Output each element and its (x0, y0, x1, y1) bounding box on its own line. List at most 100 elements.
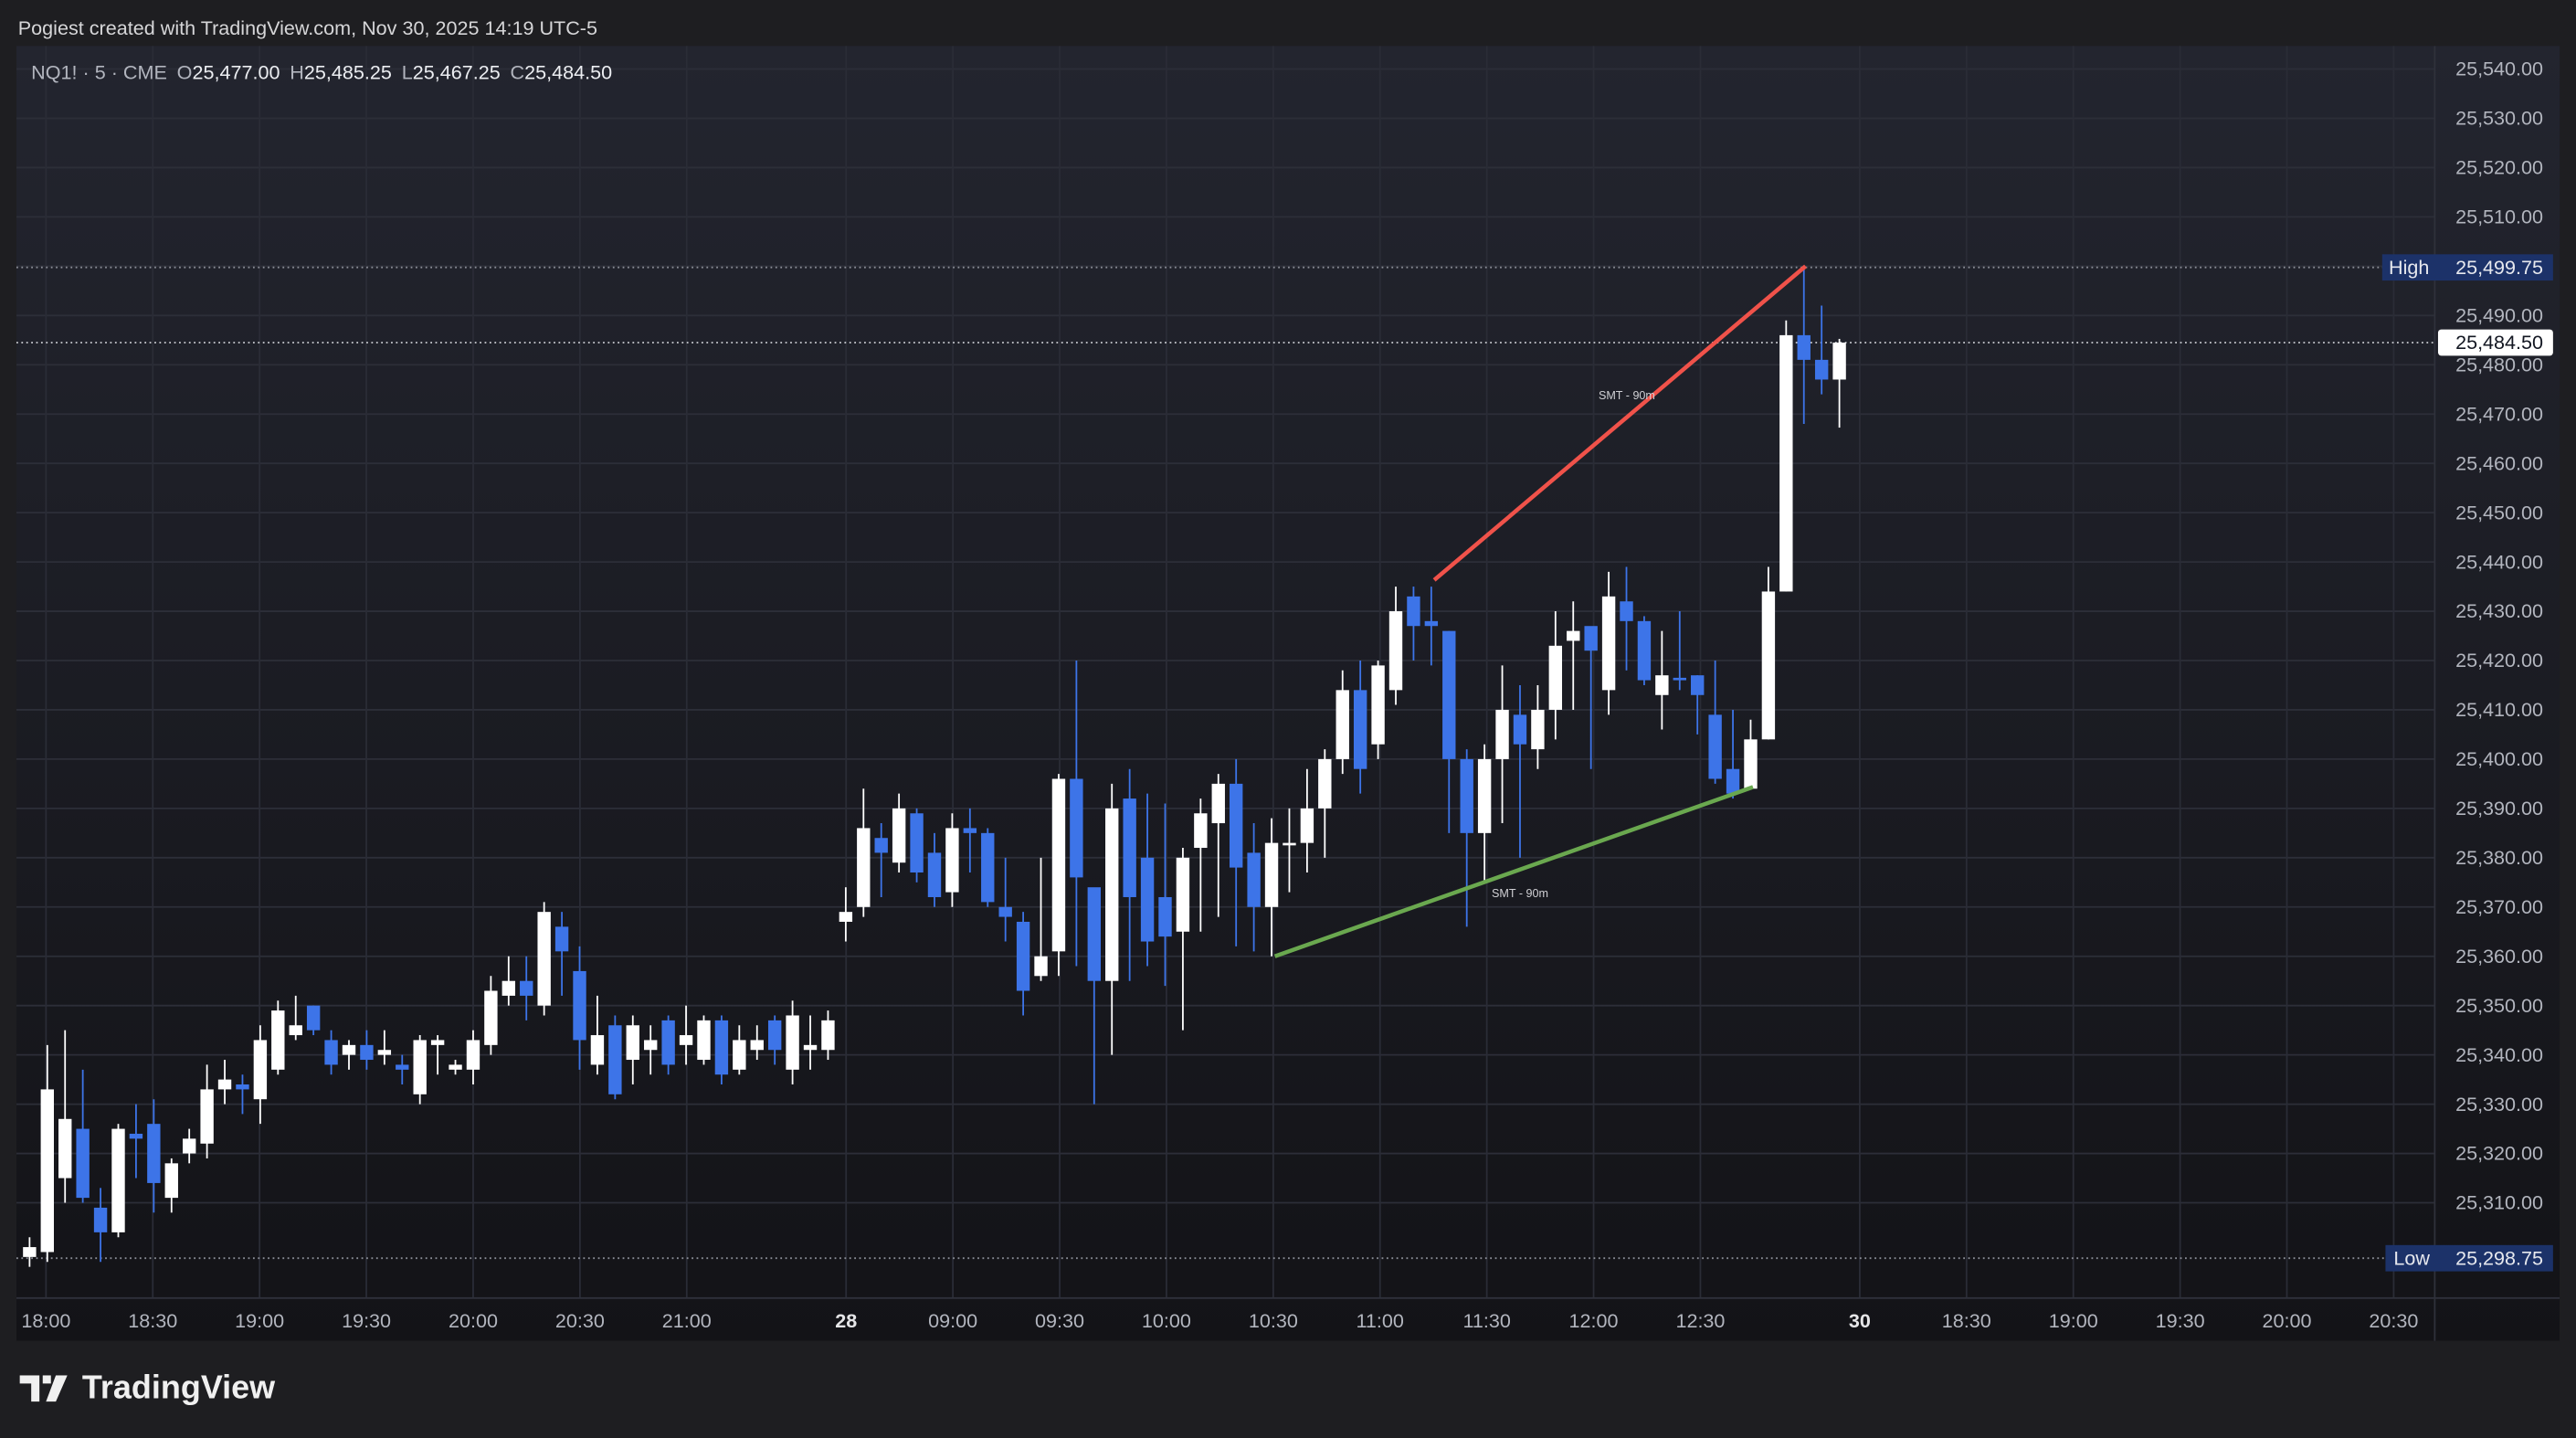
candle-down (1087, 887, 1101, 981)
chart-panel[interactable] (16, 46, 2560, 1341)
candle-down (1513, 714, 1527, 745)
candle-up (857, 828, 871, 907)
high-badge-value: 25,499.75 (2455, 256, 2543, 279)
tradingview-logo-icon (19, 1374, 68, 1401)
candle-up (839, 912, 853, 922)
price-tick-label: 25,390.00 (2455, 797, 2543, 819)
candle-down (1726, 768, 1740, 794)
candle-down (76, 1128, 90, 1199)
candle-up (1194, 813, 1208, 849)
symbol-label[interactable]: NQ1! · 5 · CME (31, 60, 167, 84)
last-price-value: 25,484.50 (2455, 331, 2543, 354)
candle-up (1318, 758, 1332, 809)
price-tick-label: 25,520.00 (2455, 156, 2543, 179)
candle-up (803, 1044, 818, 1051)
candle-up (413, 1040, 427, 1094)
candle-down (927, 852, 942, 897)
candle-up (430, 1040, 445, 1045)
candle-up (1176, 857, 1190, 932)
candle-down (1708, 714, 1722, 779)
price-tick-label: 25,360.00 (2455, 945, 2543, 967)
candle-up (182, 1138, 196, 1154)
candle-down (1424, 620, 1439, 627)
candle-up (466, 1040, 480, 1070)
candle-down (306, 1005, 321, 1031)
candle-up (1779, 334, 1793, 592)
candle-up (750, 1040, 764, 1051)
candle-down (1691, 675, 1705, 695)
candle-down (324, 1040, 338, 1065)
candle-up (537, 912, 551, 1006)
price-tick-label: 25,430.00 (2455, 599, 2543, 622)
candle-down (554, 926, 569, 952)
candle-up (217, 1079, 232, 1090)
price-tick-label: 25,440.00 (2455, 550, 2543, 573)
candle-down (1229, 783, 1243, 868)
candle-up (23, 1247, 37, 1257)
price-tick-label: 25,470.00 (2455, 402, 2543, 425)
time-tick-label: 20:00 (2263, 1309, 2312, 1332)
candle-down (1158, 896, 1172, 937)
candle-up (1477, 758, 1492, 833)
candle-up (449, 1064, 462, 1070)
candle-down (1584, 626, 1598, 651)
price-tick-label: 25,530.00 (2455, 107, 2543, 130)
candle-down (1123, 798, 1136, 897)
time-tick-label: 10:00 (1142, 1309, 1191, 1332)
candle-down (396, 1064, 409, 1070)
candle-up (484, 990, 498, 1045)
candle-down (1016, 921, 1030, 991)
candle-up (200, 1089, 214, 1144)
close-label: C (510, 60, 525, 84)
candle-up (1264, 842, 1279, 907)
candle-down (129, 1133, 143, 1139)
candle-up (1371, 665, 1385, 745)
time-tick-label: 10:30 (1249, 1309, 1298, 1332)
candle-down (1673, 677, 1686, 681)
candle-up (1567, 630, 1580, 641)
close-value: 25,484.50 (524, 60, 613, 84)
candle-down (767, 1020, 782, 1051)
time-tick-label: 18:00 (21, 1309, 70, 1332)
candle-down (661, 1020, 675, 1065)
candle-up (271, 1010, 285, 1070)
candle-up (1832, 342, 1846, 380)
candle-up (697, 1020, 711, 1061)
price-tick-label: 25,510.00 (2455, 206, 2543, 228)
time-tick-label: 21:00 (662, 1309, 712, 1332)
candle-up (1601, 596, 1616, 691)
snapshot-header: Pogiest created with TradingView.com, No… (0, 0, 2576, 46)
candle-down (1637, 620, 1652, 681)
candle-down (573, 970, 586, 1041)
candle-down (1247, 852, 1261, 907)
candle-down (93, 1207, 108, 1232)
candle-up (626, 1025, 639, 1061)
candle-up (786, 1015, 799, 1070)
low-value: 25,467.25 (412, 60, 501, 84)
candle-up (945, 828, 959, 893)
candle-down (1407, 596, 1420, 627)
last-price-badge (2437, 329, 2553, 356)
time-tick-label: 11:00 (1357, 1309, 1404, 1332)
candle-down (1797, 334, 1811, 360)
candle-up (1051, 778, 1066, 952)
high-label: H (290, 60, 304, 84)
candle-up (821, 1020, 835, 1051)
candle-up (733, 1040, 746, 1070)
candle-down (147, 1124, 161, 1183)
price-tick-label: 25,330.00 (2455, 1093, 2543, 1116)
price-tick-label: 25,460.00 (2455, 451, 2543, 474)
candle-up (1283, 842, 1296, 846)
open-value: 25,477.00 (192, 60, 280, 84)
candle-up (1388, 611, 1403, 691)
high-value: 25,485.25 (303, 60, 392, 84)
candle-down (874, 838, 888, 853)
time-tick-label: 12:00 (1569, 1309, 1619, 1332)
ohlc-legend: NQ1! · 5 · CME O25,477.00 H25,485.25 L25,46… (31, 61, 622, 84)
smt-top-label: SMT - 90m (1599, 389, 1655, 402)
candle-down (981, 832, 995, 903)
candle-up (892, 808, 906, 863)
candle-up (164, 1163, 178, 1199)
